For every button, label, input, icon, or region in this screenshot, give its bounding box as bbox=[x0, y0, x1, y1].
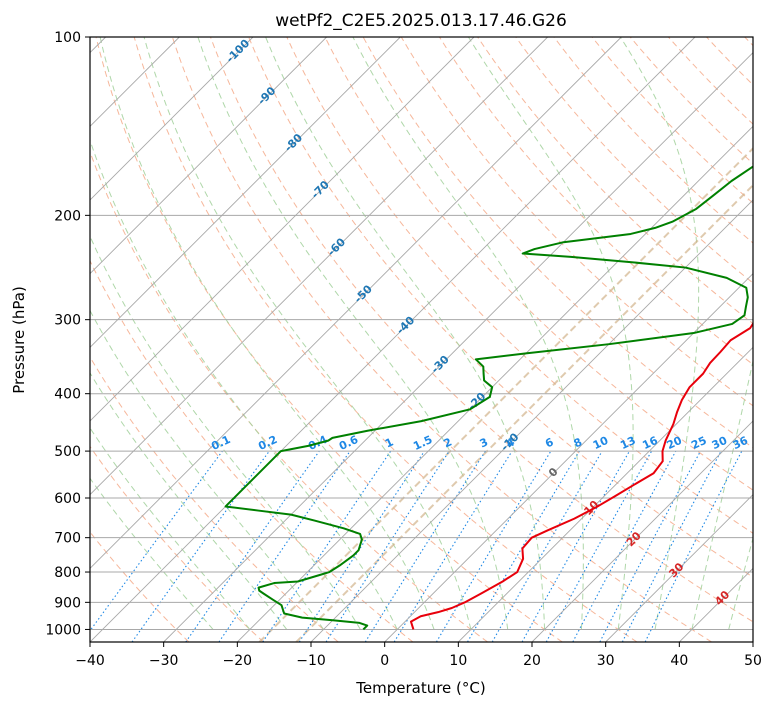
moist-adiabat-line bbox=[691, 358, 753, 630]
x-tick-label: −30 bbox=[149, 653, 179, 669]
mixing-ratio-label: 13 bbox=[618, 434, 637, 452]
x-tick-label: −10 bbox=[296, 653, 326, 669]
x-tick-label: 30 bbox=[597, 653, 615, 669]
moist-adiabat-line bbox=[90, 427, 251, 630]
isotherm-line bbox=[90, 37, 254, 201]
x-tick-label: 20 bbox=[523, 653, 541, 669]
y-tick-label: 500 bbox=[54, 444, 81, 460]
mixing-ratio-line bbox=[325, 450, 450, 642]
dry-adiabat-line bbox=[90, 445, 264, 642]
chart-title: wetPf2_C2E5.2025.013.17.46.G26 bbox=[275, 11, 567, 31]
x-tick-label: 10 bbox=[449, 653, 467, 669]
y-tick-label: 300 bbox=[54, 313, 81, 329]
mixing-ratio-line bbox=[90, 450, 223, 632]
dewpoint-profile-line bbox=[224, 165, 753, 631]
moist-adiabat-line bbox=[90, 138, 398, 630]
moist-adiabat-line bbox=[728, 536, 753, 630]
y-tick-label: 400 bbox=[54, 387, 81, 403]
isotherm-line bbox=[90, 37, 475, 422]
moist-adiabat-line bbox=[90, 235, 361, 630]
isotherm-line bbox=[90, 37, 327, 275]
x-tick-label: 40 bbox=[670, 653, 688, 669]
isotherm-line bbox=[458, 346, 753, 642]
moist-adiabat-line bbox=[90, 372, 288, 630]
mixing-ratio-label: 16 bbox=[640, 434, 660, 452]
dry-adiabat-line bbox=[515, 37, 753, 284]
isotherm-line bbox=[531, 420, 753, 642]
moist-adiabat-line bbox=[352, 37, 584, 630]
isotherm-line bbox=[90, 37, 401, 348]
plot-frame bbox=[89, 36, 754, 643]
mixing-ratio-line bbox=[393, 450, 513, 642]
y-tick-label: 900 bbox=[54, 595, 81, 611]
moist-adiabat-line bbox=[143, 37, 472, 630]
isotherm-line bbox=[90, 37, 548, 496]
mixing-ratio-line bbox=[131, 450, 270, 642]
mixing-ratio-line bbox=[644, 450, 743, 642]
mixing-ratio-line bbox=[262, 450, 392, 642]
y-tick-label: 700 bbox=[54, 531, 81, 547]
mixing-ratio-label: 10 bbox=[591, 434, 611, 452]
mixing-ratio-label: 20 bbox=[665, 434, 685, 452]
mixing-ratio-line bbox=[572, 450, 677, 642]
mixing-ratio-label: 36 bbox=[731, 434, 751, 452]
dry-adiabat-line bbox=[90, 356, 339, 642]
moist-adiabat-line bbox=[468, 37, 634, 630]
x-tick-label: 0 bbox=[380, 653, 389, 669]
isotherm-line bbox=[90, 37, 696, 642]
sounding-profiles bbox=[224, 165, 753, 631]
mixing-ratio-line bbox=[545, 450, 653, 642]
dry-adiabat-line bbox=[248, 37, 753, 578]
mixing-ratio-label: 30 bbox=[710, 434, 730, 452]
dry-adiabat-line bbox=[95, 37, 563, 642]
moist-adiabat-line bbox=[619, 37, 700, 630]
moist-adiabat-lines bbox=[90, 37, 753, 630]
dry-adiabat-line bbox=[90, 259, 414, 642]
x-tick-label: 50 bbox=[744, 653, 762, 669]
isotherm-line bbox=[163, 52, 753, 642]
dry-adiabat-line bbox=[171, 37, 712, 642]
y-tick-label: 200 bbox=[54, 208, 81, 224]
isotherm-line bbox=[310, 199, 753, 642]
y-axis-title: Pressure (hPa) bbox=[10, 286, 28, 394]
y-tick-label: 1000 bbox=[45, 622, 81, 638]
dry-adiabat-line bbox=[133, 37, 638, 642]
y-tick-label: 100 bbox=[54, 30, 81, 46]
isotherm-line bbox=[605, 494, 753, 642]
x-tick-label: −40 bbox=[75, 653, 105, 669]
y-axis-ticks: 1000 900 800 700 600 500 400 300 200 100 bbox=[45, 30, 90, 638]
moist-adiabat-line bbox=[99, 37, 435, 630]
mixing-ratio-label: 25 bbox=[689, 434, 708, 452]
y-tick-label: 800 bbox=[54, 565, 81, 581]
isotherm-lines bbox=[90, 37, 753, 642]
x-axis-title: Temperature (°C) bbox=[355, 679, 485, 697]
isotherm-line bbox=[237, 125, 753, 642]
isotherm-line bbox=[90, 37, 622, 569]
moist-adiabat-line bbox=[265, 37, 546, 630]
moist-adiabat-line bbox=[90, 477, 214, 630]
dry-adiabat-line bbox=[286, 37, 753, 534]
isotherm-line bbox=[384, 273, 753, 642]
dry-adiabat-line bbox=[210, 37, 753, 623]
y-tick-label: 600 bbox=[54, 491, 81, 507]
mixing-ratio-line bbox=[521, 450, 630, 642]
x-axis-ticks: −40 −30 −20 −10 0 10 20 30 40 50 bbox=[75, 642, 762, 669]
dry-adiabat-line bbox=[324, 37, 753, 491]
x-tick-label: −20 bbox=[223, 653, 253, 669]
moist-adiabat-line bbox=[90, 309, 324, 630]
isobar-grid-lines bbox=[90, 37, 753, 630]
temperature-profile-line bbox=[409, 321, 753, 630]
mixing-ratio-line bbox=[298, 450, 425, 642]
mixing-ratio-line bbox=[185, 450, 320, 642]
mixing-ratio-lines bbox=[90, 450, 743, 642]
mixing-ratio-line bbox=[218, 450, 351, 642]
dry-adiabat-lines bbox=[90, 37, 753, 642]
